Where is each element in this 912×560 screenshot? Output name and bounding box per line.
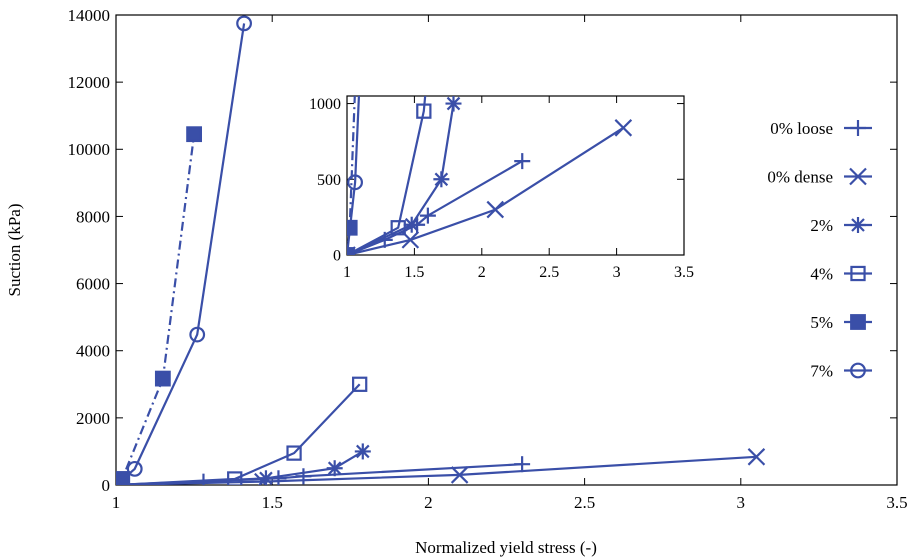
inset-x-tick-label: 3.5	[674, 264, 694, 281]
y-tick-label: 2000	[76, 409, 110, 428]
main-plot-area: 1 1.5 2 2.5 3 3.50200040006000800010000120001…	[68, 6, 908, 512]
inset-x-tick-label: 2.5	[539, 264, 559, 281]
y-tick-label: 0	[102, 476, 111, 495]
inset-data-point	[445, 96, 462, 112]
inset-data	[347, 96, 633, 255]
series-line	[116, 455, 757, 485]
y-tick-label: 4000	[76, 342, 110, 361]
inset-data-point	[514, 153, 531, 170]
y-tick-label: 10000	[68, 140, 111, 159]
legend-marker	[850, 217, 866, 233]
x-tick-label: 1.5	[262, 493, 283, 512]
legend-marker	[850, 265, 866, 282]
inset-series-line	[347, 96, 427, 255]
inset-data-point	[486, 200, 505, 219]
x-tick-label: 3.5	[886, 493, 907, 512]
legend-label: 0% dense	[767, 168, 833, 187]
legend-label: 4%	[810, 265, 833, 284]
inset-x-tick-label: 3	[613, 264, 621, 281]
legend-label: 2%	[810, 216, 833, 235]
data	[116, 15, 766, 485]
legend-marker	[850, 314, 866, 330]
inset-data-point	[347, 174, 363, 191]
inset-x-tick-label: 2	[478, 264, 486, 281]
inset-data-point	[433, 171, 450, 188]
inset-series-line	[347, 96, 361, 255]
inset-y-tick-label: 1000	[309, 96, 341, 113]
y-tick-label: 14000	[68, 6, 111, 25]
inset-x-tick-label: 1.5	[404, 264, 424, 281]
inset-data-point	[416, 103, 432, 119]
data-point	[295, 468, 312, 485]
legend-label: 5%	[810, 313, 833, 332]
data-point	[126, 460, 143, 477]
y-tick-label: 12000	[68, 73, 111, 92]
data-point	[186, 126, 203, 143]
data-point	[257, 470, 274, 485]
data-point	[286, 445, 302, 461]
x-tick-label: 2.5	[574, 493, 595, 512]
legend-marker	[849, 167, 867, 186]
inset-data-point	[419, 207, 436, 224]
inset-y-tick-label: 0	[333, 248, 341, 265]
data-point	[352, 376, 368, 392]
inset-y-tick-label: 500	[317, 172, 341, 189]
legend-marker	[850, 362, 866, 379]
series-line	[116, 23, 246, 485]
inset-data-point	[614, 119, 633, 137]
legend-marker	[850, 120, 866, 136]
data-point	[154, 370, 171, 387]
inset-series-line	[347, 126, 624, 255]
inset-data-point	[403, 216, 420, 233]
data-point	[236, 15, 252, 32]
series-line	[116, 383, 361, 485]
data-point	[450, 466, 469, 484]
inset-x-tick-label: 1	[343, 264, 351, 281]
data-point	[747, 448, 766, 466]
x-tick-label: 3	[737, 493, 746, 512]
inset-data-point	[390, 220, 406, 236]
x-axis-label: Normalized yield stress (-)	[415, 538, 597, 557]
x-tick-label: 1	[112, 493, 121, 512]
inset-series-line	[347, 103, 455, 255]
data-point	[227, 471, 243, 485]
legend: 0% loose 0% dense 2% 4% 5% 7%	[767, 119, 872, 381]
x-tick-label: 2	[424, 493, 433, 512]
data-point	[326, 460, 343, 477]
y-tick-label: 8000	[76, 207, 110, 226]
y-tick-label: 6000	[76, 275, 110, 294]
data-point	[354, 443, 371, 460]
y-axis-label: Suction (kPa)	[5, 203, 24, 296]
data-point	[189, 326, 206, 343]
legend-label: 7%	[810, 362, 833, 381]
inset-plot-area: 1 1.5 2 2.5 3 3.5 0 500 1000	[309, 95, 694, 281]
data-point	[514, 456, 531, 473]
inset-data-point	[347, 247, 355, 255]
legend-label: 0% loose	[770, 119, 833, 138]
